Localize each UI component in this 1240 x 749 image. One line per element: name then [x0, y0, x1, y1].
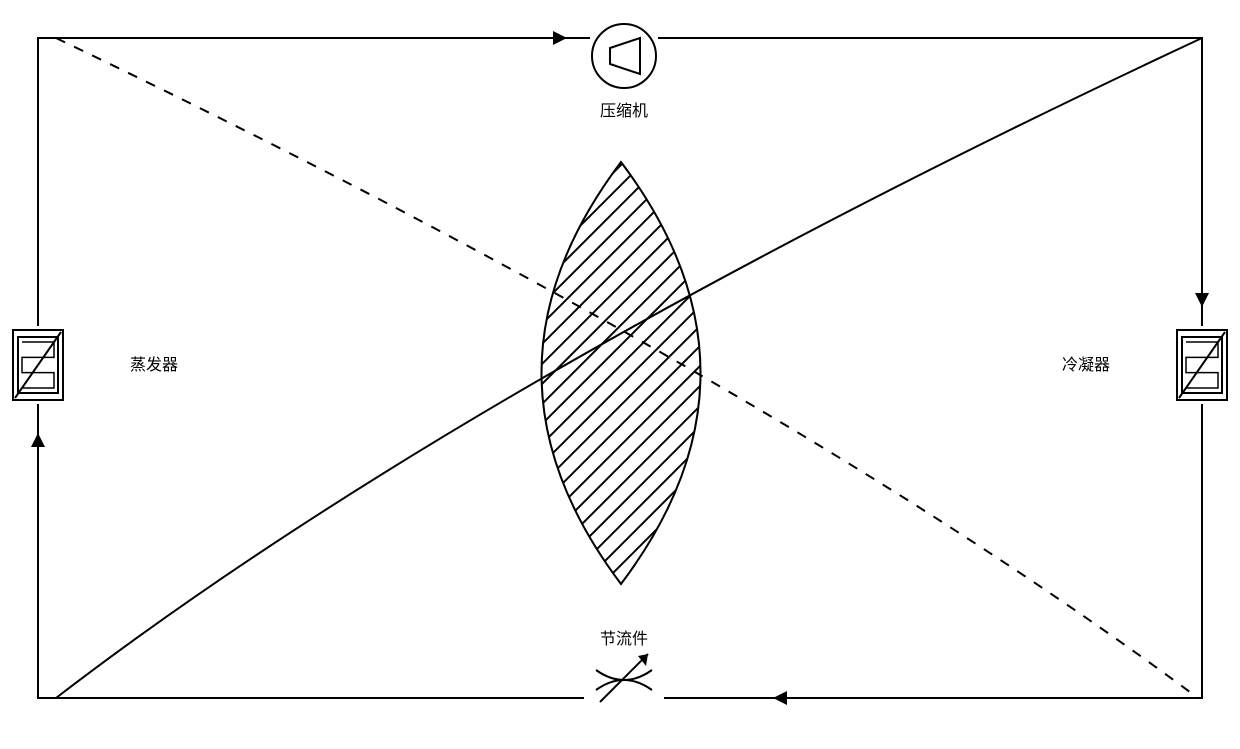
flow-arrow — [553, 31, 567, 45]
flow-arrow — [31, 433, 45, 447]
curve-solid — [56, 38, 1202, 698]
flow-arrow — [773, 691, 787, 705]
throttle-label: 节流件 — [600, 630, 648, 648]
compressor-label: 压缩机 — [600, 102, 648, 120]
evaporator-label: 蒸发器 — [130, 356, 178, 374]
curve-dashed — [56, 38, 1198, 698]
compressor-icon — [592, 24, 656, 88]
loop-rect — [38, 38, 1202, 698]
flow-arrow — [1195, 293, 1209, 307]
condenser-label: 冷凝器 — [1062, 356, 1110, 374]
